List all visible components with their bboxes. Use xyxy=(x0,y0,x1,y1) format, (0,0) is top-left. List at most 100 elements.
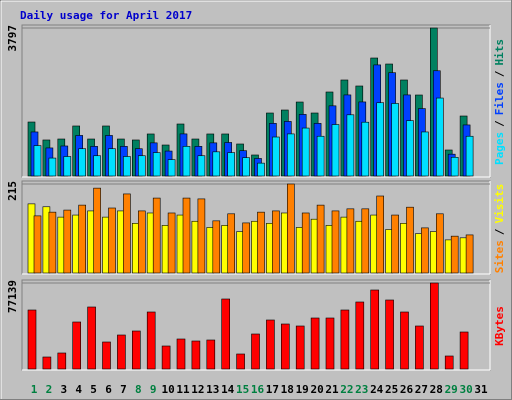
bar xyxy=(331,210,340,274)
bar xyxy=(123,156,131,177)
bar xyxy=(72,321,81,370)
bar xyxy=(257,162,265,177)
bar xyxy=(376,102,385,177)
legend: KBytes xyxy=(493,306,506,346)
x-tick-label: 4 xyxy=(75,383,82,396)
bar xyxy=(27,309,37,370)
bar xyxy=(236,353,245,370)
bar xyxy=(42,356,52,370)
x-tick-label: 3 xyxy=(60,383,67,396)
bar xyxy=(33,145,42,177)
y-tick-label: 77139 xyxy=(6,280,19,313)
bar xyxy=(257,211,265,274)
y-tick-label: 215 xyxy=(6,181,19,201)
bar xyxy=(48,211,57,274)
bar xyxy=(191,340,201,370)
legend-label: KBytes xyxy=(493,306,506,346)
bar xyxy=(227,213,235,274)
x-tick-label: 26 xyxy=(400,383,414,396)
bar xyxy=(63,209,72,274)
bar xyxy=(272,210,280,274)
x-tick-label: 16 xyxy=(251,383,265,396)
x-tick-label: 30 xyxy=(459,383,472,396)
bar xyxy=(251,333,260,370)
legend-label: Files xyxy=(493,82,506,115)
bar xyxy=(152,152,161,177)
x-tick-label: 1 xyxy=(31,383,38,396)
bar xyxy=(87,306,96,370)
bar xyxy=(108,148,116,177)
bar xyxy=(370,289,380,370)
legend-label: Visits xyxy=(493,184,506,224)
bar xyxy=(450,156,459,177)
legend-separator: / xyxy=(493,120,506,127)
bar xyxy=(421,227,429,274)
bar xyxy=(385,299,394,370)
bar xyxy=(361,121,370,177)
x-tick-label: 18 xyxy=(281,383,294,396)
x-tick-label: 9 xyxy=(150,383,157,396)
bar xyxy=(48,157,57,177)
bar xyxy=(415,325,424,370)
bar xyxy=(182,197,191,274)
bar xyxy=(316,204,325,274)
x-tick-label: 5 xyxy=(90,383,97,396)
bar xyxy=(361,208,370,274)
bar xyxy=(400,311,409,370)
x-tick-label: 15 xyxy=(236,383,249,396)
x-tick-label: 7 xyxy=(120,383,127,396)
x-tick-label: 25 xyxy=(385,383,398,396)
bar xyxy=(301,127,310,177)
bar xyxy=(325,317,335,370)
bar xyxy=(465,234,474,274)
bar xyxy=(197,198,206,274)
bar xyxy=(108,207,116,274)
bar xyxy=(206,339,216,370)
x-tick-label: 19 xyxy=(296,383,309,396)
x-tick-label: 28 xyxy=(430,383,443,396)
legend: Sites / Visits xyxy=(493,184,506,274)
x-tick-label: 20 xyxy=(310,383,323,396)
bar xyxy=(406,120,414,177)
bar xyxy=(406,206,414,274)
x-tick-label: 31 xyxy=(474,383,488,396)
x-tick-label: 13 xyxy=(206,383,219,396)
bar xyxy=(152,197,161,274)
bar xyxy=(117,334,126,370)
bar xyxy=(242,222,250,274)
bar xyxy=(78,148,86,177)
x-tick-label: 6 xyxy=(105,383,112,396)
legend-separator: / xyxy=(493,70,506,77)
legend-separator: / xyxy=(493,228,506,235)
bar xyxy=(93,187,101,274)
x-tick-label: 8 xyxy=(135,383,142,396)
bar xyxy=(391,103,399,177)
bar xyxy=(272,136,280,177)
x-tick-label: 2 xyxy=(46,383,53,396)
bar xyxy=(146,311,156,370)
x-tick-label: 24 xyxy=(370,383,384,396)
legend-label: Pages xyxy=(493,132,506,165)
bar xyxy=(376,195,385,274)
bar xyxy=(280,323,290,370)
bar xyxy=(93,155,101,177)
bar xyxy=(435,97,444,177)
bar xyxy=(212,220,221,274)
bar xyxy=(123,193,131,274)
bar xyxy=(429,282,439,370)
bar xyxy=(167,212,176,274)
bar xyxy=(167,159,176,177)
x-tick-label: 27 xyxy=(415,383,428,396)
bar xyxy=(316,135,325,177)
bar xyxy=(450,235,459,274)
bar xyxy=(242,157,250,177)
bar xyxy=(310,317,320,370)
bar xyxy=(391,214,399,274)
x-tick-label: 21 xyxy=(325,383,339,396)
x-tick-label: 10 xyxy=(161,383,174,396)
bar xyxy=(176,338,186,370)
bar xyxy=(301,212,310,274)
bar xyxy=(465,135,474,177)
bar xyxy=(138,155,146,177)
